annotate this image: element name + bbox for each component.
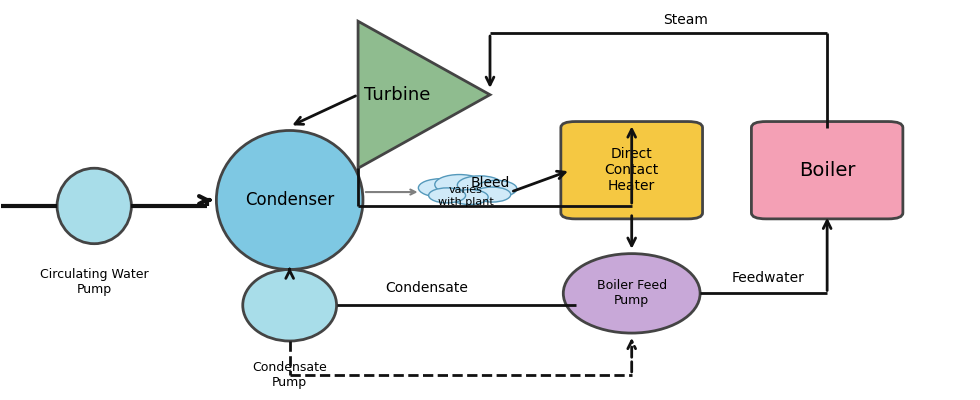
Ellipse shape bbox=[217, 130, 363, 270]
Text: varies
with plant: varies with plant bbox=[438, 185, 494, 207]
Text: Steam: Steam bbox=[663, 13, 708, 27]
Text: Boiler Feed
Pump: Boiler Feed Pump bbox=[597, 279, 666, 307]
Ellipse shape bbox=[564, 254, 700, 333]
Ellipse shape bbox=[435, 174, 484, 194]
Ellipse shape bbox=[57, 168, 131, 244]
Ellipse shape bbox=[428, 188, 466, 203]
Ellipse shape bbox=[418, 179, 464, 197]
Ellipse shape bbox=[476, 180, 516, 197]
Ellipse shape bbox=[458, 176, 503, 194]
Ellipse shape bbox=[473, 187, 511, 202]
Text: Turbine: Turbine bbox=[364, 86, 430, 104]
Polygon shape bbox=[358, 21, 490, 168]
Text: Condenser: Condenser bbox=[245, 191, 334, 209]
Text: Boiler: Boiler bbox=[799, 161, 856, 180]
Ellipse shape bbox=[451, 190, 488, 204]
Text: Direct
Contact
Heater: Direct Contact Heater bbox=[605, 147, 659, 194]
Ellipse shape bbox=[243, 270, 336, 341]
Text: Condensate: Condensate bbox=[385, 281, 467, 295]
FancyBboxPatch shape bbox=[752, 122, 903, 219]
Text: Bleed: Bleed bbox=[470, 176, 510, 190]
Text: Circulating Water
Pump: Circulating Water Pump bbox=[40, 268, 149, 296]
FancyBboxPatch shape bbox=[561, 122, 703, 219]
Text: Condensate
Pump: Condensate Pump bbox=[252, 361, 327, 389]
Text: Feedwater: Feedwater bbox=[732, 272, 805, 286]
